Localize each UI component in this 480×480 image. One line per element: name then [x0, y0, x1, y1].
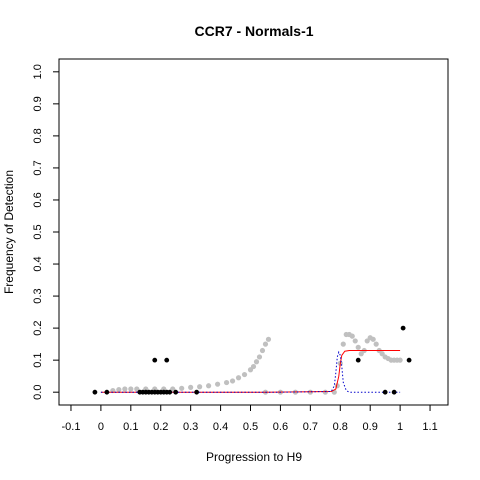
x-tick-label: 0.7: [303, 421, 318, 433]
smooth-point: [235, 375, 242, 381]
smooth-point: [262, 341, 269, 347]
fit-line-dotted: [100, 350, 401, 393]
smooth-point: [170, 386, 176, 392]
smooth-point: [122, 386, 128, 392]
data-point: [104, 389, 110, 395]
y-tick-label: 0.0: [32, 385, 44, 400]
x-tick-label: 0: [98, 421, 104, 433]
smooth-point: [128, 386, 134, 392]
smooth-point: [397, 357, 403, 363]
data-point: [173, 389, 179, 395]
y-tick-label: 0.3: [32, 288, 44, 303]
data-point: [406, 357, 412, 363]
smooth-point: [116, 387, 122, 393]
smooth-point: [229, 378, 236, 384]
y-tick-label: 0.1: [32, 352, 44, 367]
x-tick-label: 0.9: [363, 421, 378, 433]
x-tick-label: 1: [397, 421, 403, 433]
smooth-point: [179, 385, 185, 391]
y-tick-label: 0.6: [32, 192, 44, 207]
y-axis-label: Frequency of Detection: [2, 170, 16, 294]
smooth-point: [340, 341, 346, 347]
smooth-point: [188, 384, 194, 390]
smooth-point: [355, 344, 361, 350]
x-tick-label: 1.1: [422, 421, 437, 433]
smooth-point: [206, 383, 212, 389]
y-tick-label: 0.7: [32, 160, 44, 175]
x-tick-label: 0.8: [333, 421, 348, 433]
data-point: [92, 389, 98, 395]
smooth-point: [214, 381, 221, 387]
data-point: [355, 357, 361, 363]
data-point: [400, 325, 406, 331]
smooth-point: [259, 347, 266, 354]
y-tick-label: 0.9: [32, 96, 44, 111]
x-axis: -0.1 0 0.1 0.2 0.3 0.4 0.5 0.6 0.7 0.8 0.9 1 1.1: [61, 405, 438, 433]
plot-area: [92, 325, 412, 395]
data-point: [391, 389, 397, 395]
x-tick-label: -0.1: [61, 421, 80, 433]
data-point: [167, 389, 173, 395]
y-tick-label: 0.4: [32, 256, 44, 271]
data-point: [194, 389, 200, 395]
y-tick-label: 1.0: [32, 64, 44, 79]
y-axis: 0.0 0.1 0.2 0.3 0.4 0.5 0.6 0.7 0.8 0.9 1.0: [32, 64, 59, 400]
x-axis-label: Progression to H9: [206, 450, 302, 464]
x-tick-label: 0.3: [183, 421, 198, 433]
smooth-point: [256, 354, 263, 360]
data-point: [164, 357, 170, 363]
smooth-point: [241, 371, 248, 378]
chart-title: CCR7 - Normals-1: [194, 23, 313, 39]
y-tick-label: 0.8: [32, 128, 44, 143]
smooth-point: [250, 363, 257, 370]
smooth-point: [197, 384, 203, 390]
smooth-point: [352, 338, 358, 344]
x-tick-label: 0.5: [243, 421, 258, 433]
plot-frame: [58, 58, 449, 406]
x-tick-label: 0.6: [273, 421, 288, 433]
smooth-point: [223, 379, 230, 386]
y-tick-label: 0.2: [32, 320, 44, 335]
smooth-point: [253, 359, 260, 365]
data-point: [152, 357, 158, 363]
x-tick-label: 0.1: [123, 421, 138, 433]
smooth-point: [349, 333, 355, 339]
x-tick-label: 0.2: [153, 421, 168, 433]
smooth-point: [265, 336, 272, 342]
smooth-point: [134, 386, 140, 392]
smooth-point: [373, 341, 379, 347]
y-tick-label: 0.5: [32, 224, 44, 239]
smooth-point: [370, 336, 376, 342]
fit-line-solid: [100, 350, 401, 393]
x-tick-label: 0.4: [213, 421, 228, 433]
data-point: [382, 389, 388, 395]
smooth-point: [322, 389, 328, 395]
